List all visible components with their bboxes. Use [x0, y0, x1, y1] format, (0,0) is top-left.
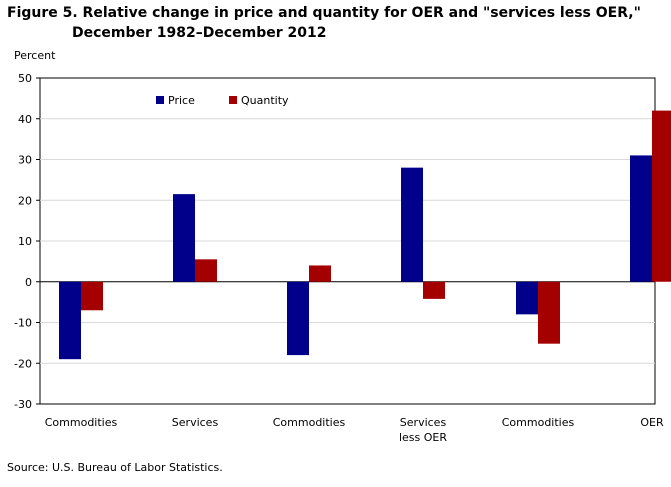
bar-quantity-3	[423, 281, 445, 299]
bar-quantity-4	[538, 281, 560, 344]
bar-quantity-5	[652, 110, 671, 282]
category-label: OER	[640, 416, 664, 429]
legend-swatch-price	[156, 96, 164, 104]
y-tick-label: 50	[18, 72, 32, 85]
chart-title-line1: Figure 5. Relative change in price and q…	[7, 5, 641, 21]
legend-label-price: Price	[168, 94, 195, 107]
bar-price-0	[59, 281, 81, 360]
category-label: Commodities	[273, 416, 346, 429]
bar-price-4	[516, 281, 538, 315]
category-label: Services	[400, 416, 447, 429]
chart-title-line2: December 1982–December 2012	[72, 25, 327, 41]
bar-price-2	[287, 281, 309, 356]
category-label: Commodities	[45, 416, 118, 429]
y-tick-label: 20	[18, 194, 32, 207]
bar-quantity-1	[195, 259, 217, 282]
bar-price-5	[630, 155, 652, 282]
y-tick-label: -10	[14, 317, 32, 330]
category-label: Services	[172, 416, 219, 429]
legend-swatch-quantity	[229, 96, 237, 104]
bar-price-3	[401, 167, 423, 282]
y-tick-label: -20	[14, 357, 32, 370]
source-note: Source: U.S. Bureau of Labor Statistics.	[7, 461, 223, 474]
y-tick-label: 40	[18, 113, 32, 126]
y-tick-label: 30	[18, 154, 32, 167]
category-label: less OER	[399, 431, 447, 444]
bar-quantity-0	[81, 281, 103, 311]
category-label: Commodities	[502, 416, 575, 429]
chart-title: Figure 5. Relative change in price and q…	[7, 3, 641, 43]
y-tick-label: -30	[14, 398, 32, 411]
y-tick-label: 0	[25, 276, 32, 289]
y-axis-label: Percent	[14, 49, 56, 62]
legend-label-quantity: Quantity	[241, 94, 289, 107]
bar-quantity-2	[309, 265, 331, 282]
y-tick-label: 10	[18, 235, 32, 248]
bar-price-1	[173, 194, 195, 282]
